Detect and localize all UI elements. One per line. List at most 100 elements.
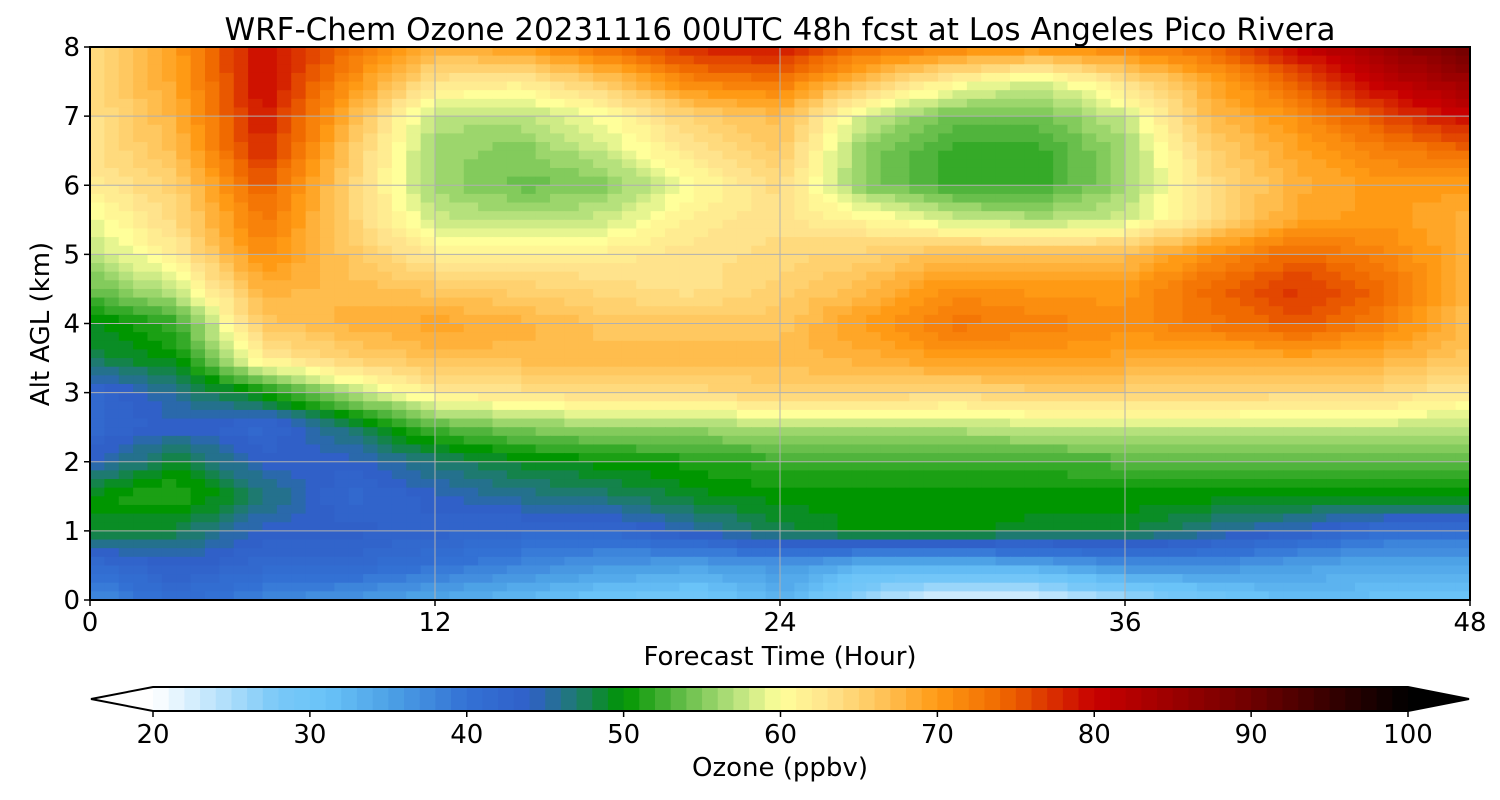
heatmap-cell	[463, 211, 479, 221]
heatmap-cell	[1081, 401, 1097, 411]
heatmap-cell	[607, 81, 623, 91]
heatmap-cell	[262, 479, 278, 489]
heatmap-cell	[1355, 98, 1370, 109]
heatmap-cell	[492, 392, 508, 402]
heatmap-cell	[363, 288, 379, 299]
heatmap-cell	[693, 383, 709, 394]
heatmap-cell	[1355, 142, 1370, 152]
heatmap-cell	[291, 124, 307, 135]
heatmap-cell	[1024, 176, 1040, 186]
heatmap-cell	[363, 444, 379, 454]
heatmap-cell	[837, 64, 853, 74]
heatmap-cell	[435, 453, 450, 463]
heatmap-cell	[535, 167, 551, 178]
heatmap-cell	[1110, 150, 1126, 160]
heatmap-cell	[981, 340, 997, 351]
heatmap-cell	[90, 72, 105, 83]
heatmap-cell	[938, 392, 954, 402]
heatmap-cell	[478, 107, 494, 117]
heatmap-cell	[1168, 470, 1184, 480]
heatmap-cell	[406, 349, 422, 359]
heatmap-cell	[535, 202, 551, 212]
heatmap-cell	[952, 349, 968, 359]
heatmap-cell	[1096, 418, 1112, 428]
heatmap-cell	[851, 254, 867, 264]
heatmap-cell	[995, 98, 1011, 109]
heatmap-cell	[521, 383, 537, 394]
heatmap-cell	[938, 159, 954, 169]
heatmap-cell	[866, 185, 882, 195]
heatmap-cell	[1010, 202, 1025, 212]
heatmap-cell	[478, 487, 494, 497]
heatmap-cell	[161, 453, 177, 463]
heatmap-cell	[1081, 167, 1097, 178]
heatmap-cell	[851, 435, 867, 446]
heatmap-cell	[1340, 98, 1356, 109]
heatmap-cell	[1125, 461, 1140, 471]
heatmap-cell	[1340, 392, 1356, 402]
heatmap-cell	[205, 219, 220, 230]
heatmap-cell	[492, 366, 508, 376]
heatmap-cell	[1297, 193, 1313, 204]
heatmap-cell	[406, 383, 422, 394]
heatmap-cell	[794, 332, 810, 342]
heatmap-cell	[550, 479, 565, 489]
heatmap-cell	[1067, 444, 1083, 454]
heatmap-cell	[205, 479, 220, 489]
heatmap-cell	[1038, 193, 1054, 204]
heatmap-cell	[995, 133, 1011, 143]
heatmap-cell	[966, 176, 982, 186]
heatmap-cell	[1168, 271, 1184, 281]
heatmap-cell	[1383, 401, 1399, 411]
heatmap-cell	[1369, 64, 1385, 74]
heatmap-cell	[205, 453, 220, 463]
heatmap-cell	[1412, 193, 1428, 204]
heatmap-cell	[1441, 116, 1457, 126]
heatmap-cell	[880, 280, 896, 290]
heatmap-cell	[1340, 314, 1356, 325]
heatmap-cell	[736, 81, 752, 91]
heatmap-cell	[90, 297, 105, 307]
heatmap-cell	[205, 55, 220, 65]
heatmap-cell	[377, 271, 393, 281]
heatmap-cell	[851, 245, 867, 255]
heatmap-cell	[1081, 142, 1097, 152]
heatmap-cell	[104, 72, 120, 83]
heatmap-cell	[305, 435, 321, 446]
heatmap-cell	[161, 461, 177, 471]
heatmap-cell	[391, 133, 407, 143]
heatmap-cell	[334, 323, 350, 333]
heatmap-cell	[938, 176, 954, 186]
heatmap-cell	[1412, 375, 1428, 385]
heatmap-cell	[736, 444, 752, 454]
heatmap-cell	[650, 366, 666, 376]
heatmap-cell	[851, 479, 867, 489]
heatmap-cell	[880, 297, 896, 307]
heatmap-cell	[1139, 358, 1155, 368]
heatmap-cell	[205, 107, 220, 117]
heatmap-cell	[895, 219, 910, 230]
heatmap-cell	[1010, 409, 1025, 420]
heatmap-cell	[837, 358, 853, 368]
heatmap-cell	[1038, 409, 1054, 420]
heatmap-cell	[966, 487, 982, 497]
heatmap-cell	[578, 228, 594, 238]
heatmap-cell	[708, 418, 724, 428]
heatmap-cell	[90, 185, 105, 195]
heatmap-cell	[1096, 427, 1112, 437]
heatmap-cell	[1240, 383, 1255, 394]
heatmap-cell	[909, 64, 925, 74]
heatmap-cell	[1110, 453, 1126, 463]
heatmap-cell	[880, 237, 896, 247]
heatmap-cell	[650, 219, 666, 230]
heatmap-cell	[765, 427, 781, 437]
heatmap-cell	[722, 72, 738, 83]
heatmap-cell	[636, 107, 652, 117]
heatmap-cell	[1311, 81, 1327, 91]
heatmap-cell	[1010, 263, 1025, 273]
heatmap-cell	[1383, 314, 1399, 325]
heatmap-cell	[1168, 306, 1184, 316]
heatmap-cell	[1426, 263, 1442, 273]
heatmap-cell	[1010, 323, 1025, 333]
heatmap-cell	[435, 133, 450, 143]
